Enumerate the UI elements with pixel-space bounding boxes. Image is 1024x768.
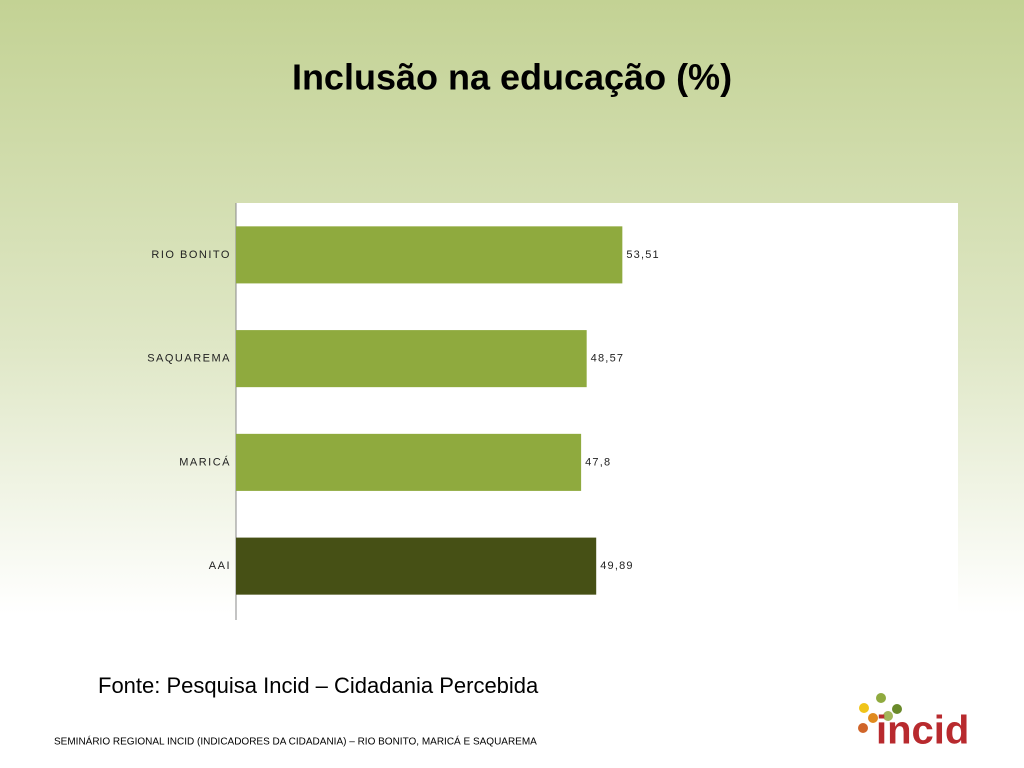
bar (236, 433, 582, 491)
value-label: 49,89 (600, 560, 634, 572)
bar (236, 226, 623, 284)
bar (236, 330, 587, 388)
value-label: 47,8 (585, 456, 611, 468)
source-note: Fonte: Pesquisa Incid – Cidadania Perceb… (98, 673, 539, 698)
logo-icon (858, 693, 902, 733)
category-label: AAI (209, 560, 231, 572)
value-label: 48,57 (591, 353, 625, 365)
chart-title: Inclusão na educação (%) (292, 57, 732, 98)
bar (236, 537, 597, 595)
category-label: SAQUAREMA (147, 353, 231, 365)
category-label: RIO BONITO (151, 249, 231, 261)
category-label: MARICÁ (179, 455, 231, 468)
logo-text: incid (876, 709, 969, 753)
footer: SEMINÁRIO REGIONAL INCID (INDICADORES DA… (54, 735, 537, 748)
value-label: 53,51 (626, 249, 660, 261)
